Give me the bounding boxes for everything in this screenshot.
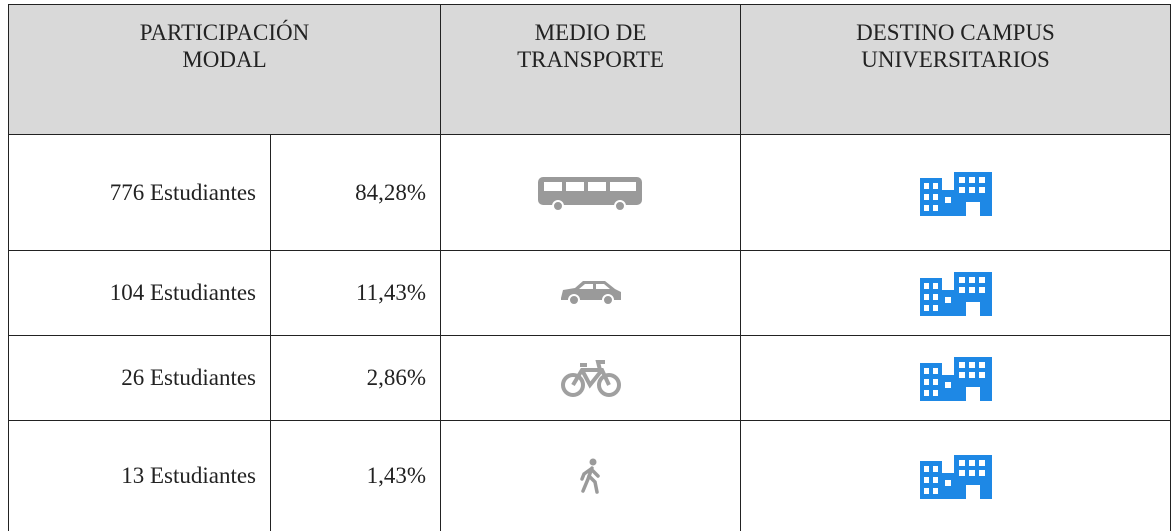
row: 26 Estudiantes 2,86%	[9, 336, 1171, 421]
percent: 1,43%	[271, 421, 441, 531]
header-cell: DESTINO CAMPUS UNIVERSITARIOS	[741, 5, 1171, 135]
modal-table: PARTICIPACIÓN MODAL MEDIO DE TRANSPORTE …	[8, 4, 1171, 531]
header-row: PARTICIPACIÓN MODAL MEDIO DE TRANSPORTE …	[9, 5, 1171, 135]
percent: 84,28%	[271, 135, 441, 251]
row: 776 Estudiantes 84,28%	[9, 135, 1171, 251]
count: 104 Estudiantes	[9, 251, 271, 336]
page: PARTICIPACIÓN MODAL MEDIO DE TRANSPORTE …	[0, 0, 1175, 514]
building-icon	[741, 336, 1171, 421]
walk-icon	[441, 421, 741, 531]
building-icon	[741, 421, 1171, 531]
row: 104 Estudiantes 11,43%	[9, 251, 1171, 336]
bike-icon	[441, 336, 741, 421]
count: 13 Estudiantes	[9, 421, 271, 531]
bus-icon	[441, 135, 741, 251]
row: 13 Estudiantes 1,43%	[9, 421, 1171, 531]
count: 26 Estudiantes	[9, 336, 271, 421]
percent: 2,86%	[271, 336, 441, 421]
header-cell: PARTICIPACIÓN MODAL	[9, 5, 441, 135]
header-cell: MEDIO DE TRANSPORTE	[441, 5, 741, 135]
count: 776 Estudiantes	[9, 135, 271, 251]
car-icon	[441, 251, 741, 336]
percent: 11,43%	[271, 251, 441, 336]
building-icon	[741, 135, 1171, 251]
building-icon	[741, 251, 1171, 336]
